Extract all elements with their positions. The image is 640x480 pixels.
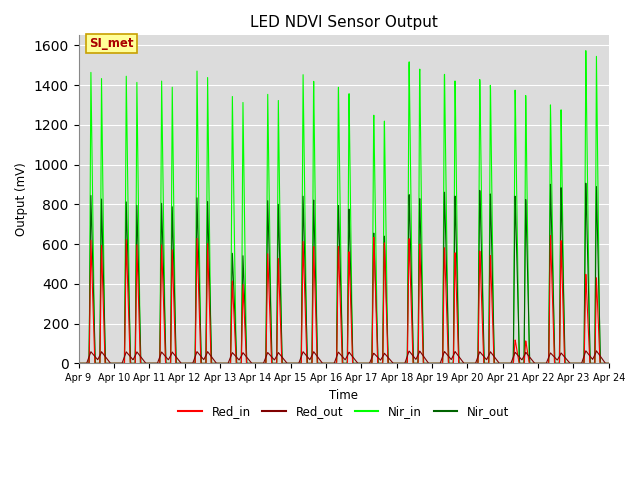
Nir_out <box>538 360 545 366</box>
Red_in <box>278 360 285 366</box>
Nir_in <box>166 360 174 366</box>
Nir_out <box>75 360 83 366</box>
Red_in <box>301 294 308 300</box>
Nir_in <box>538 360 545 366</box>
Nir_in <box>605 360 612 366</box>
Line: Nir_in: Nir_in <box>79 51 609 363</box>
Red_in <box>75 360 83 366</box>
Red_in <box>538 360 545 366</box>
Red_out <box>538 360 545 366</box>
Nir_out <box>595 277 602 283</box>
Red_out <box>595 351 602 357</box>
Red_out <box>593 348 600 354</box>
Nir_out <box>582 180 589 186</box>
Nir_out <box>166 360 174 366</box>
Red_in <box>547 233 554 239</box>
Red_out <box>605 360 612 366</box>
Red_out <box>166 353 174 359</box>
Red_in <box>605 360 612 366</box>
Nir_in <box>595 236 602 241</box>
Line: Red_in: Red_in <box>79 236 609 363</box>
Red_in <box>135 313 143 319</box>
Nir_in <box>582 48 589 54</box>
Title: LED NDVI Sensor Output: LED NDVI Sensor Output <box>250 15 438 30</box>
Line: Nir_out: Nir_out <box>79 183 609 363</box>
Nir_in <box>75 360 83 366</box>
Red_in <box>595 325 602 331</box>
Y-axis label: Output (mV): Output (mV) <box>15 163 28 236</box>
Nir_out <box>135 287 143 292</box>
Red_out <box>75 360 83 366</box>
Text: SI_met: SI_met <box>89 37 134 50</box>
Nir_in <box>278 360 285 366</box>
Nir_out <box>301 261 308 266</box>
Red_in <box>166 360 174 366</box>
Red_out <box>135 352 143 358</box>
Legend: Red_in, Red_out, Nir_in, Nir_out: Red_in, Red_out, Nir_in, Nir_out <box>173 401 514 423</box>
Nir_out <box>605 360 612 366</box>
Red_out <box>301 351 308 357</box>
X-axis label: Time: Time <box>329 389 358 402</box>
Nir_in <box>301 203 308 209</box>
Red_out <box>278 354 285 360</box>
Nir_in <box>135 248 143 253</box>
Line: Red_out: Red_out <box>79 351 609 363</box>
Nir_out <box>278 344 285 350</box>
